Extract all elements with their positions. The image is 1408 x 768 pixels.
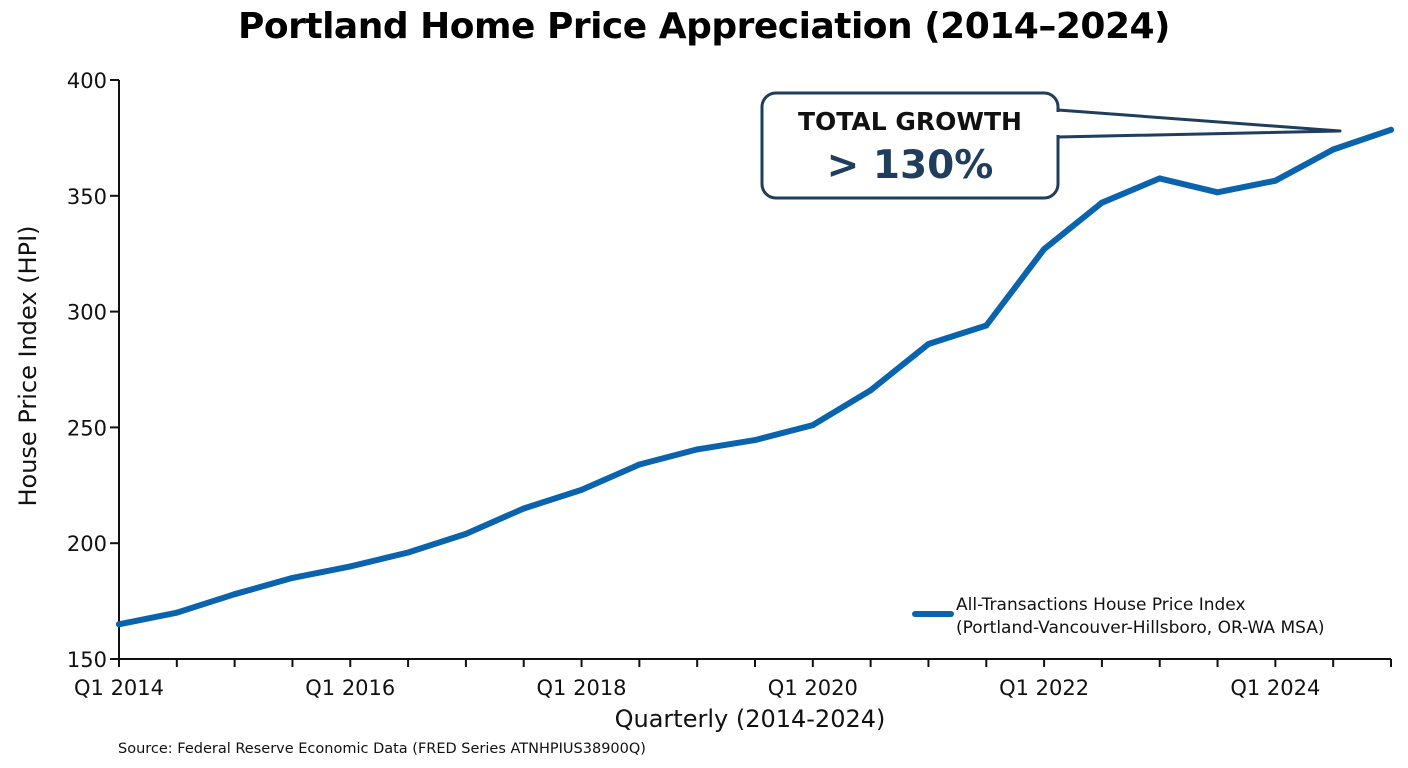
data-point — [1214, 189, 1221, 196]
data-point — [925, 341, 932, 348]
data-point — [116, 621, 122, 628]
data-point — [752, 437, 758, 444]
callout-pointer — [1056, 108, 1342, 139]
data-point — [1330, 146, 1337, 153]
callout-value: > 130% — [827, 143, 994, 188]
x-tick-label: Q1 2014 — [74, 676, 164, 700]
data-point — [405, 549, 412, 556]
x-tick-label: Q1 2024 — [1230, 676, 1320, 700]
y-tick-label: 250 — [67, 416, 107, 440]
data-point — [520, 505, 527, 512]
x-tick-label: Q1 2020 — [768, 676, 858, 700]
data-point — [636, 461, 643, 468]
x-tick-label: Q1 2018 — [537, 676, 627, 700]
data-point — [694, 446, 701, 453]
chart-title: Portland Home Price Appreciation (2014–2… — [237, 6, 1171, 47]
x-axis: Q1 2014 Q1 2016 Q1 2018 Q1 2020 Q1 2022 Q1 20… — [74, 658, 1392, 700]
source-note: Source: Federal Reserve Economic Data (F… — [118, 741, 646, 757]
y-axis-title: House Price Index (HPI) — [14, 225, 42, 506]
legend-label-line-2: (Portland-Vancouver-Hillsboro, OR-WA MSA… — [956, 618, 1324, 638]
data-point — [867, 387, 874, 394]
callout-annotation: TOTAL GROWTH > 130% — [760, 91, 1342, 200]
data-point — [578, 486, 585, 493]
legend-label-line-1: All-Transactions House Price Index — [956, 595, 1246, 615]
data-point — [289, 574, 296, 581]
y-axis: 150 200 250 300 350 400 — [67, 69, 120, 672]
callout-box — [760, 91, 1060, 200]
y-tick-label: 300 — [67, 301, 107, 325]
series-line — [116, 126, 1394, 628]
y-tick-label: 200 — [67, 532, 107, 556]
data-point — [347, 563, 354, 570]
data-point — [231, 591, 238, 598]
data-point — [1041, 246, 1048, 253]
series-group — [116, 126, 1394, 628]
callout-seam — [1054, 112, 1060, 135]
x-axis-title: Quarterly (2014-2024) — [615, 705, 886, 733]
y-tick-label: 150 — [67, 648, 107, 672]
data-point — [1156, 175, 1163, 182]
legend: All-Transactions House Price Index (Port… — [912, 595, 1324, 638]
data-point — [809, 422, 816, 429]
y-tick-label: 350 — [67, 185, 107, 209]
data-point — [1388, 126, 1394, 133]
callout-title: TOTAL GROWTH — [798, 107, 1022, 136]
data-point — [983, 322, 990, 329]
data-point — [1098, 199, 1105, 206]
data-point — [173, 609, 180, 616]
x-tick-label: Q1 2022 — [999, 676, 1089, 700]
data-point — [462, 530, 469, 537]
x-tick-label: Q1 2016 — [305, 676, 395, 700]
data-point — [1272, 177, 1279, 184]
y-tick-label: 400 — [67, 69, 107, 93]
